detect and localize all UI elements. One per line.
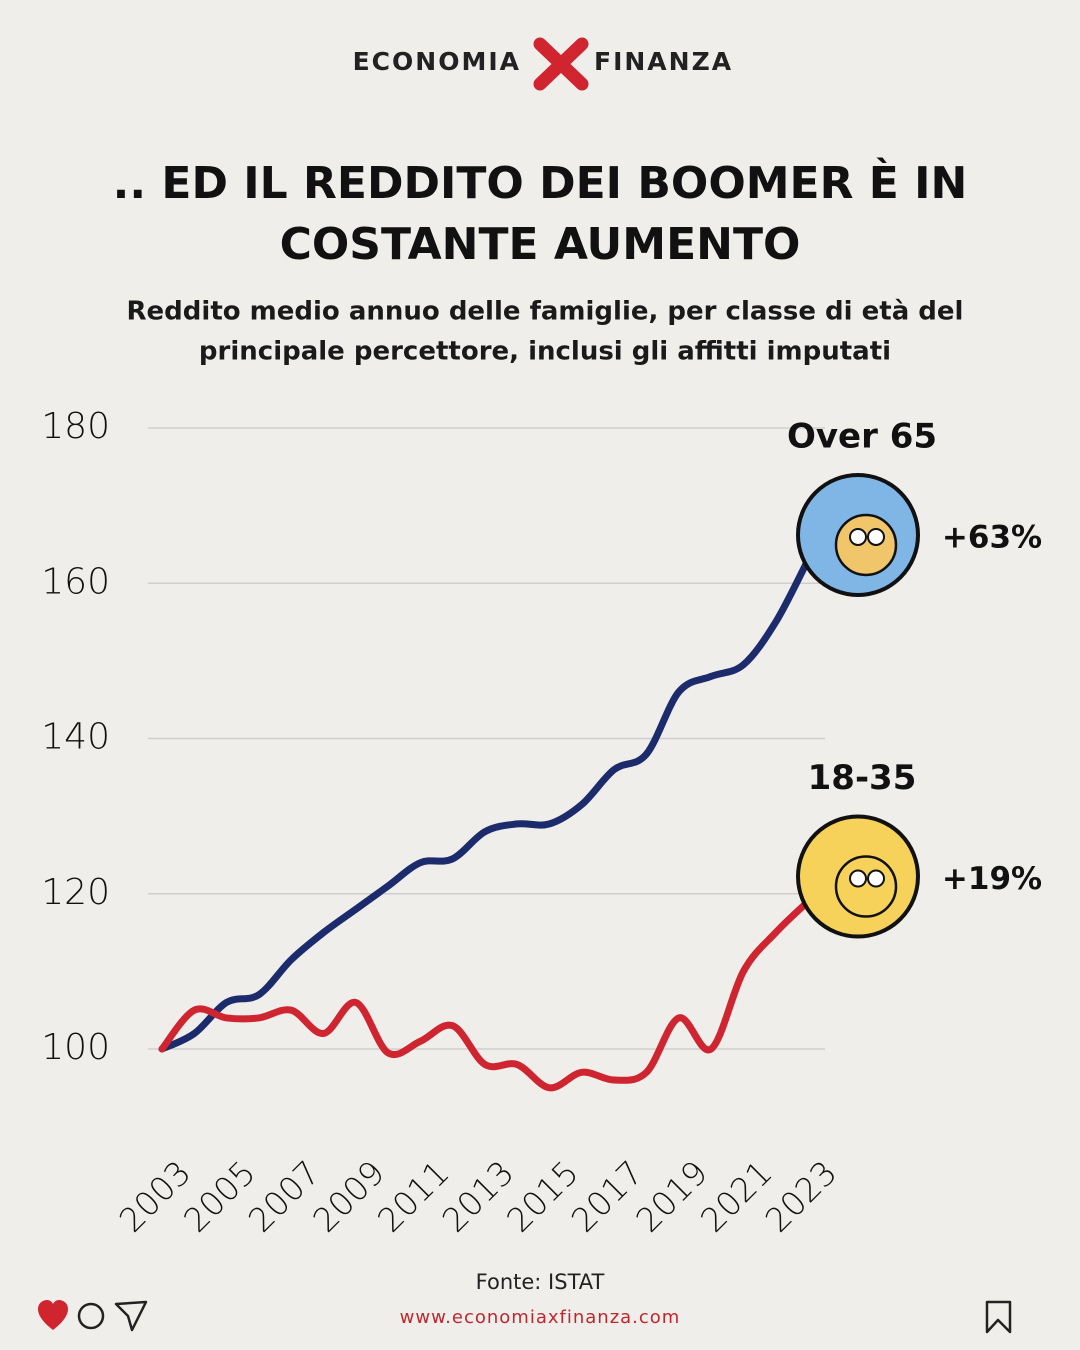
y-tick-label: 180 xyxy=(41,406,110,447)
comment-icon[interactable] xyxy=(77,1302,105,1330)
y-tick-label: 160 xyxy=(41,561,110,602)
brand-right: FINANZA xyxy=(594,47,733,76)
series-label: Over 65 xyxy=(787,416,937,456)
avatar-eye xyxy=(867,527,885,546)
avatar-face xyxy=(834,513,898,577)
share-icon[interactable] xyxy=(114,1300,148,1332)
y-tick-label: 140 xyxy=(41,717,110,758)
y-tick-label: 120 xyxy=(41,872,110,913)
brand-logo xyxy=(533,37,589,91)
source: Fonte: ISTAT xyxy=(476,1270,605,1294)
avatar-eye xyxy=(849,869,867,888)
title-line: COSTANTE AUMENTO xyxy=(280,219,801,270)
avatar-eye xyxy=(867,869,885,888)
subtitle-line: principale percettore, inclusi gli affit… xyxy=(199,337,891,367)
change-label: +19% xyxy=(942,861,1042,897)
series-label: 18-35 xyxy=(808,758,917,798)
brand-left: ECONOMIA xyxy=(353,47,521,76)
change-label: +63% xyxy=(942,519,1042,555)
avatar-eye xyxy=(849,527,867,546)
series-line xyxy=(158,898,812,1092)
avatar xyxy=(796,814,920,939)
avatar-face xyxy=(834,855,898,918)
title-line: .. ED IL REDDITO DEI BOOMER È IN xyxy=(113,156,968,209)
y-tick-label: 100 xyxy=(41,1027,110,1068)
website: www.economiaxfinanza.com xyxy=(400,1307,681,1328)
subtitle-line: Reddito medio annuo delle famiglie, per … xyxy=(127,297,964,327)
avatar xyxy=(796,472,920,597)
series-line xyxy=(158,556,812,1053)
bookmark-icon[interactable] xyxy=(985,1300,1012,1334)
like-icon[interactable] xyxy=(38,1300,68,1330)
